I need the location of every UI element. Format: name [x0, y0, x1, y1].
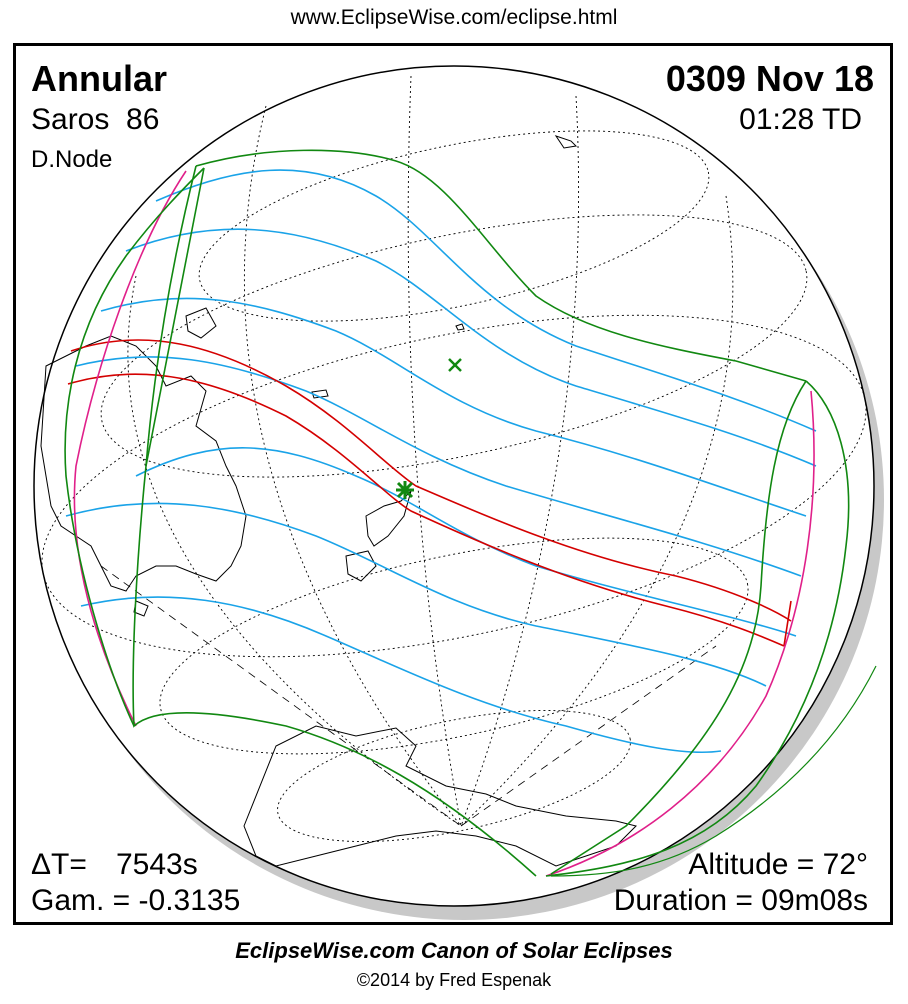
partial-eclipse-lines: [65, 169, 817, 754]
ecliptic-line: [100, 565, 462, 827]
penumbra-limits: [64, 149, 877, 877]
saros-number: Saros 86: [31, 103, 160, 136]
rise-set-curves: [73, 170, 815, 877]
globe-map: [33, 65, 884, 920]
source-url: www.EclipseWise.com/eclipse.html: [290, 6, 618, 29]
footer-title: EclipseWise.com Canon of Solar Eclipses: [235, 938, 673, 963]
axis-line: [460, 645, 717, 827]
delta-t-label: ΔT=: [31, 848, 87, 881]
central-path: [67, 339, 792, 647]
eclipse-map-panel: Annular 0309 Nov 18 Saros 86 01:28 TD D.…: [13, 43, 893, 925]
duration-value: Duration = 09m08s: [613, 884, 868, 917]
eclipse-time: 01:28 TD: [739, 103, 862, 136]
node-label: D.Node: [31, 146, 113, 173]
eclipse-type: Annular: [31, 58, 168, 99]
greatest-eclipse-marker: [396, 481, 414, 499]
altitude-value: Altitude = 72°: [688, 848, 868, 881]
globe: [33, 65, 875, 907]
eclipse-date: 0309 Nov 18: [665, 58, 874, 99]
gamma-value: Gam. = -0.3135: [31, 884, 241, 917]
subsolar-point-marker: [448, 358, 462, 372]
graticule: [41, 75, 867, 842]
footer-copyright: ©2014 by Fred Espenak: [356, 970, 552, 990]
delta-t-value: 7543s: [116, 848, 198, 881]
